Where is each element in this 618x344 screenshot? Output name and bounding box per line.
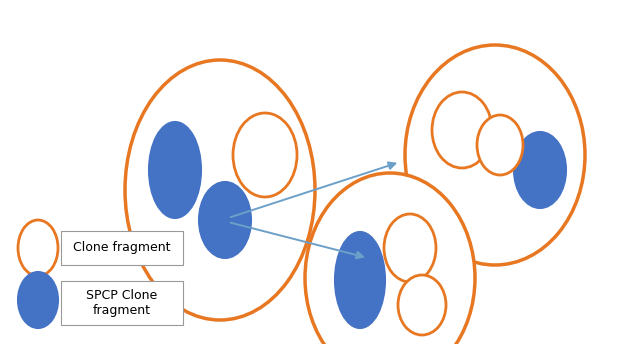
Ellipse shape: [477, 115, 523, 175]
Ellipse shape: [335, 232, 385, 328]
Ellipse shape: [199, 182, 251, 258]
Ellipse shape: [514, 132, 566, 208]
Ellipse shape: [432, 92, 492, 168]
Ellipse shape: [233, 113, 297, 197]
Ellipse shape: [398, 275, 446, 335]
FancyBboxPatch shape: [61, 281, 183, 325]
Ellipse shape: [18, 272, 58, 328]
Text: SPCP Clone
fragment: SPCP Clone fragment: [87, 289, 158, 317]
Ellipse shape: [405, 45, 585, 265]
Ellipse shape: [125, 60, 315, 320]
Ellipse shape: [384, 214, 436, 282]
Ellipse shape: [305, 173, 475, 344]
Ellipse shape: [149, 122, 201, 218]
FancyBboxPatch shape: [61, 231, 183, 265]
Text: Clone fragment: Clone fragment: [74, 241, 171, 255]
Ellipse shape: [18, 220, 58, 276]
